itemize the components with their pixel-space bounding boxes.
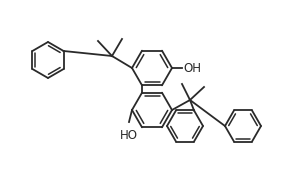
Text: OH: OH (183, 62, 201, 75)
Text: HO: HO (120, 129, 138, 142)
